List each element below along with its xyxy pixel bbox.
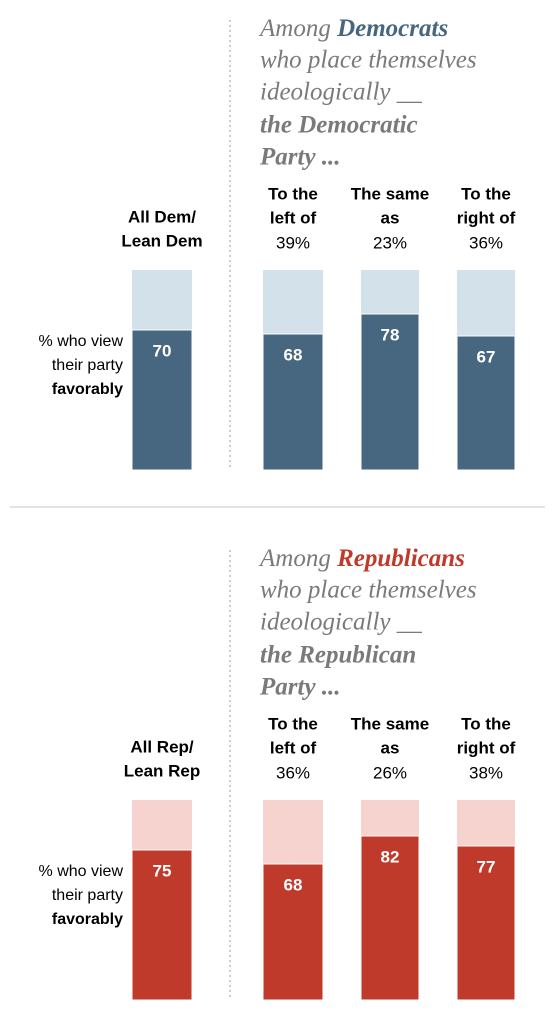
share-label: 26%	[373, 763, 407, 782]
title-party: Party ...	[259, 144, 341, 171]
y-axis-label: favorably	[52, 911, 123, 928]
bar	[131, 849, 193, 1001]
share-label: 23%	[373, 233, 407, 252]
category-label: right of	[457, 738, 516, 757]
category-label: The same	[351, 714, 429, 733]
category-label: The same	[351, 184, 429, 203]
value-label: 77	[477, 857, 496, 876]
share-label: 39%	[276, 233, 310, 252]
category-label: To the	[268, 184, 318, 203]
category-label: left of	[270, 208, 317, 227]
title-line: Among Democrats	[258, 15, 448, 42]
title-group: Democrats	[336, 15, 448, 42]
share-label: 38%	[469, 763, 503, 782]
title-lead: Among	[258, 15, 331, 42]
value-label: 70	[153, 341, 172, 360]
title-group: Republicans	[336, 545, 465, 572]
category-label: as	[381, 208, 400, 227]
y-axis-label: % who view	[39, 863, 124, 880]
bar	[456, 335, 516, 471]
y-axis-label: their party	[52, 357, 123, 374]
title-party: the Democratic	[260, 112, 418, 139]
category-label: as	[381, 738, 400, 757]
title-line: who place themselves	[260, 577, 477, 604]
category-label: All Rep/	[130, 737, 194, 756]
category-label: right of	[457, 208, 516, 227]
category-label: To the	[461, 714, 511, 733]
y-axis-label: their party	[52, 887, 123, 904]
category-label: To the	[461, 184, 511, 203]
bar	[360, 313, 420, 471]
title-party: the Republican	[260, 642, 416, 669]
y-axis-label: % who view	[39, 333, 124, 350]
category-label: Lean Dem	[121, 231, 202, 250]
y-axis-label: favorably	[52, 381, 123, 398]
bar	[262, 333, 324, 471]
share-label: 36%	[469, 233, 503, 252]
category-label: To the	[268, 714, 318, 733]
bar	[456, 845, 516, 1001]
title-line: who place themselves	[260, 47, 477, 74]
title-line: ideologically __	[260, 609, 422, 636]
value-label: 68	[284, 875, 303, 894]
category-label: Lean Rep	[124, 761, 201, 780]
value-label: 75	[153, 861, 172, 880]
title-lead: Among	[258, 545, 331, 572]
value-label: 78	[381, 325, 400, 344]
title-party: Party ...	[259, 674, 341, 701]
share-label: 36%	[276, 763, 310, 782]
bar	[262, 863, 324, 1001]
value-label: 68	[284, 345, 303, 364]
category-label: left of	[270, 738, 317, 757]
category-label: All Dem/	[128, 207, 196, 226]
bar	[131, 329, 193, 471]
value-label: 67	[477, 347, 496, 366]
title-line: Among Republicans	[258, 545, 465, 572]
bar	[360, 835, 420, 1001]
title-line: ideologically __	[260, 79, 422, 106]
value-label: 82	[381, 847, 400, 866]
